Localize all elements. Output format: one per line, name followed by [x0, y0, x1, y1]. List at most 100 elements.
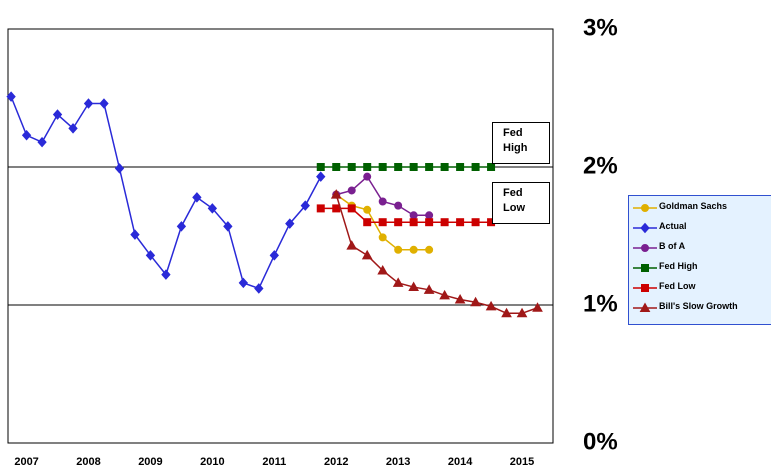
marker: [454, 293, 466, 304]
marker: [394, 245, 403, 254]
marker: [130, 229, 140, 240]
y-tick-label: 0%: [583, 428, 618, 455]
marker: [439, 289, 450, 300]
legend-swatch: [633, 284, 657, 292]
legend-swatch: [633, 222, 657, 234]
x-tick-label: 2015: [510, 456, 534, 468]
plot-area: [7, 28, 554, 444]
annotation: Fed High: [492, 122, 550, 164]
marker: [316, 204, 325, 213]
marker: [409, 218, 418, 227]
legend: Goldman Sachs Actual B of A Fed High Fed Low…: [628, 195, 771, 325]
marker: [330, 189, 342, 199]
x-tick-label: 2009: [138, 456, 162, 468]
marker: [68, 123, 78, 134]
marker: [332, 163, 341, 171]
legend-label: Bill's Slow Growth: [659, 301, 738, 311]
marker: [440, 163, 449, 171]
legend-swatch: [633, 264, 657, 272]
marker: [485, 300, 497, 311]
marker: [532, 302, 543, 312]
x-tick-label: 2012: [324, 456, 348, 468]
marker: [641, 204, 649, 212]
marker: [363, 172, 372, 181]
marker: [470, 296, 481, 307]
marker: [346, 240, 358, 250]
y-tick-label: 1%: [583, 290, 618, 317]
marker: [361, 249, 373, 260]
x-tick-label: 2014: [448, 456, 473, 468]
marker: [6, 91, 16, 102]
marker: [394, 218, 403, 227]
marker: [641, 284, 649, 292]
marker: [378, 197, 387, 206]
marker: [238, 277, 249, 289]
marker: [501, 307, 512, 318]
marker: [347, 204, 356, 213]
legend-label: Fed High: [659, 261, 698, 271]
marker: [176, 221, 187, 232]
marker: [347, 186, 356, 195]
marker: [316, 171, 326, 182]
marker: [114, 163, 125, 174]
marker: [516, 307, 528, 318]
legend-swatch: [633, 302, 657, 312]
marker: [332, 204, 341, 213]
marker: [145, 250, 156, 261]
marker: [83, 98, 94, 109]
marker: [363, 218, 372, 227]
marker: [161, 269, 171, 280]
marker: [409, 163, 418, 171]
x-tick-label: 2013: [386, 456, 410, 468]
legend-swatch: [633, 244, 657, 252]
marker: [425, 163, 434, 171]
marker: [641, 244, 649, 252]
y-tick-label: 3%: [583, 14, 618, 41]
marker: [300, 200, 310, 211]
marker: [347, 163, 356, 171]
marker: [269, 250, 279, 261]
legend-label: Actual: [659, 221, 687, 231]
marker: [409, 245, 418, 254]
y-tick-label: 2%: [583, 152, 618, 179]
legend-label: Goldman Sachs: [659, 201, 728, 211]
marker: [363, 205, 372, 214]
legend-label: B of A: [659, 241, 686, 251]
marker: [21, 130, 32, 141]
marker: [377, 264, 389, 275]
marker: [99, 98, 109, 109]
marker: [456, 218, 465, 227]
marker: [487, 163, 496, 171]
x-tick-label: 2008: [76, 456, 100, 468]
marker: [394, 201, 403, 210]
marker: [363, 163, 372, 171]
x-tick-label: 2007: [14, 456, 38, 468]
x-tick-label: 2011: [262, 456, 286, 468]
marker: [409, 211, 418, 220]
legend-label: Fed Low: [659, 281, 696, 291]
marker: [471, 163, 480, 171]
marker: [440, 218, 449, 227]
marker: [192, 192, 202, 203]
marker: [425, 218, 434, 227]
annotation: Fed Low: [492, 182, 550, 224]
x-tick-label: 2010: [200, 456, 224, 468]
legend-swatch: [633, 204, 657, 212]
marker: [254, 283, 264, 294]
marker: [378, 163, 387, 171]
marker: [425, 245, 434, 254]
marker: [471, 218, 480, 227]
marker: [52, 109, 63, 120]
marker: [639, 302, 651, 312]
marker: [207, 203, 218, 214]
marker: [378, 218, 387, 227]
marker: [408, 281, 420, 292]
marker: [394, 163, 403, 171]
marker: [285, 218, 295, 229]
marker: [425, 211, 434, 220]
marker: [640, 222, 650, 234]
marker: [456, 163, 465, 171]
marker: [423, 284, 435, 294]
marker: [37, 136, 47, 148]
